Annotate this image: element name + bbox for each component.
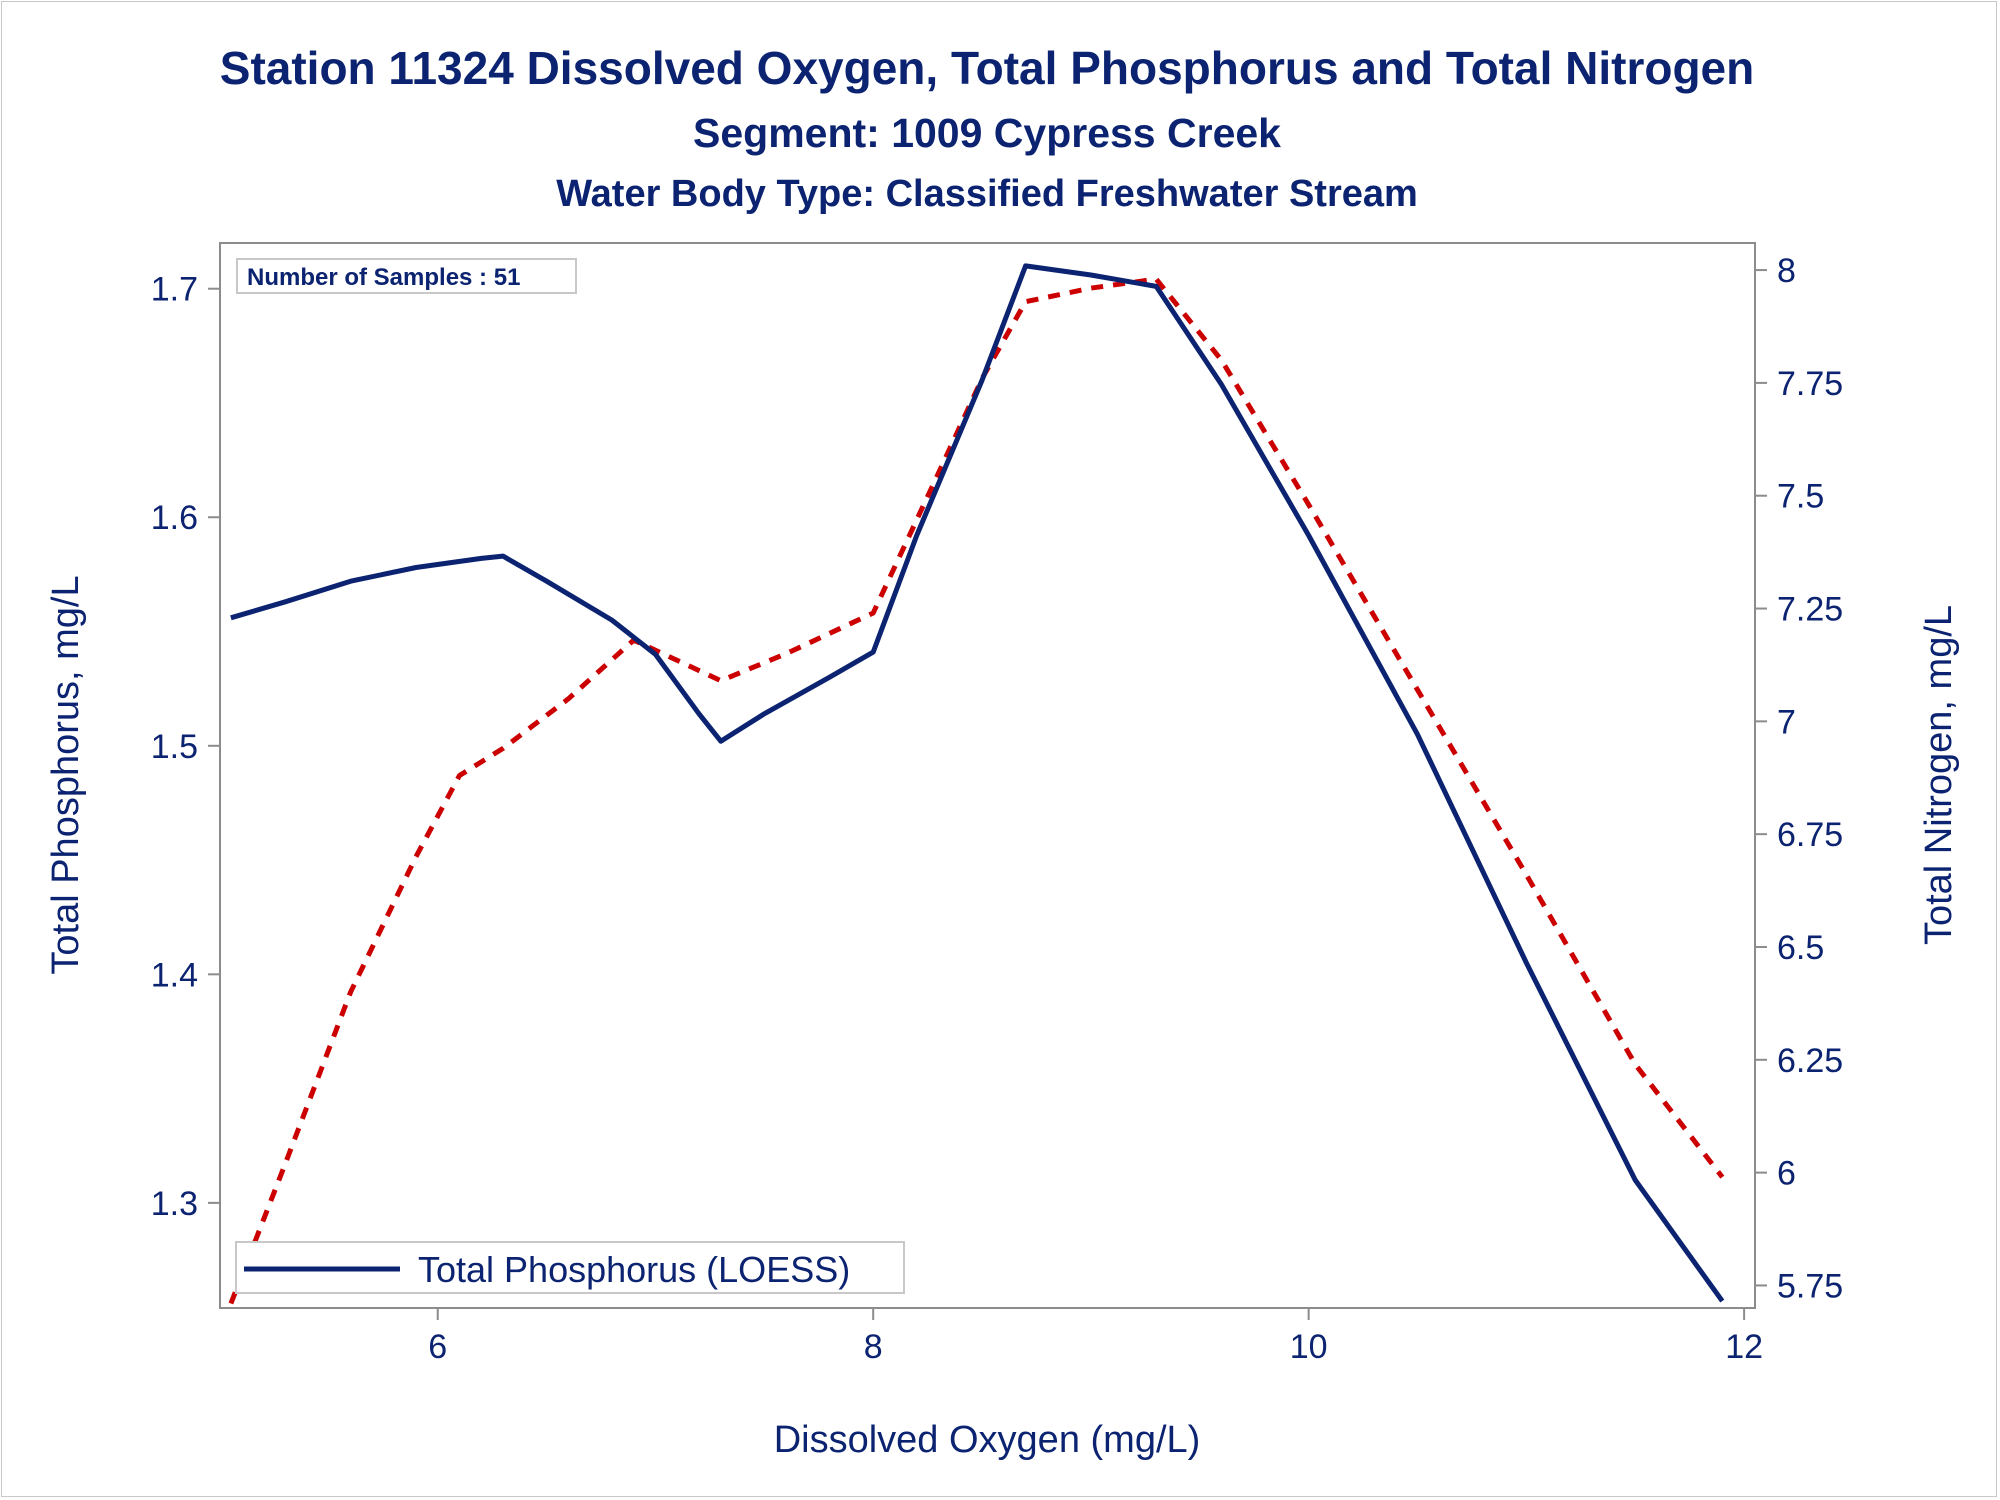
sample-count-label: Number of Samples : 51 [247, 264, 520, 291]
y-right-tick-label: 8 [1777, 252, 1796, 290]
x-axis-ticks: 6 8 10 12 [428, 1308, 1763, 1366]
y-left-tick-label: 1.6 [151, 499, 198, 537]
y-left-tick-label: 1.5 [151, 728, 198, 766]
y-left-axis-ticks: 1.3 1.4 1.5 1.6 1.7 [151, 271, 220, 1223]
y-right-tick-label: 6 [1777, 1155, 1796, 1193]
y-left-axis-label: Total Phosphorus, mg/L [45, 575, 87, 974]
chart-subtitle: Segment: 1009 Cypress Creek [693, 110, 1281, 156]
x-tick-label: 10 [1290, 1328, 1328, 1366]
y-left-tick-label: 1.7 [151, 271, 198, 309]
y-right-tick-label: 5.75 [1777, 1267, 1843, 1305]
x-axis-label: Dissolved Oxygen (mg/L) [774, 1419, 1201, 1461]
y-left-tick-label: 1.3 [151, 1185, 198, 1223]
x-tick-label: 12 [1725, 1328, 1763, 1366]
y-right-tick-label: 7.25 [1777, 591, 1843, 629]
sample-count-box [236, 258, 577, 294]
y-right-tick-label: 6.5 [1777, 929, 1824, 967]
series-line-total-phosphorus [230, 263, 1725, 1303]
y-right-tick-label: 7.5 [1777, 478, 1824, 516]
chart-subtitle-2: Water Body Type: Classified Freshwater S… [556, 173, 1418, 215]
series-line-total-nitrogen [228, 276, 1725, 1305]
legend-label-total-phosphorus: Total Phosphorus (LOESS) [418, 1249, 850, 1290]
y-right-tick-label: 7.75 [1777, 365, 1843, 403]
x-tick-label: 6 [428, 1328, 447, 1366]
chart-title: Station 11324 Dissolved Oxygen, Total Ph… [220, 42, 1754, 94]
y-right-axis-label: Total Nitrogen, mg/L [1918, 605, 1960, 945]
y-right-tick-label: 6.75 [1777, 816, 1843, 854]
y-left-tick-label: 1.4 [151, 956, 198, 994]
y-right-axis-ticks: 5.75 6 6.25 6.5 6.75 7 7.25 7.5 7.75 8 [1755, 252, 1843, 1305]
y-right-tick-label: 6.25 [1777, 1042, 1843, 1080]
x-tick-label: 8 [864, 1328, 883, 1366]
y-right-tick-label: 7 [1777, 703, 1796, 741]
plot-area [219, 242, 1756, 1309]
